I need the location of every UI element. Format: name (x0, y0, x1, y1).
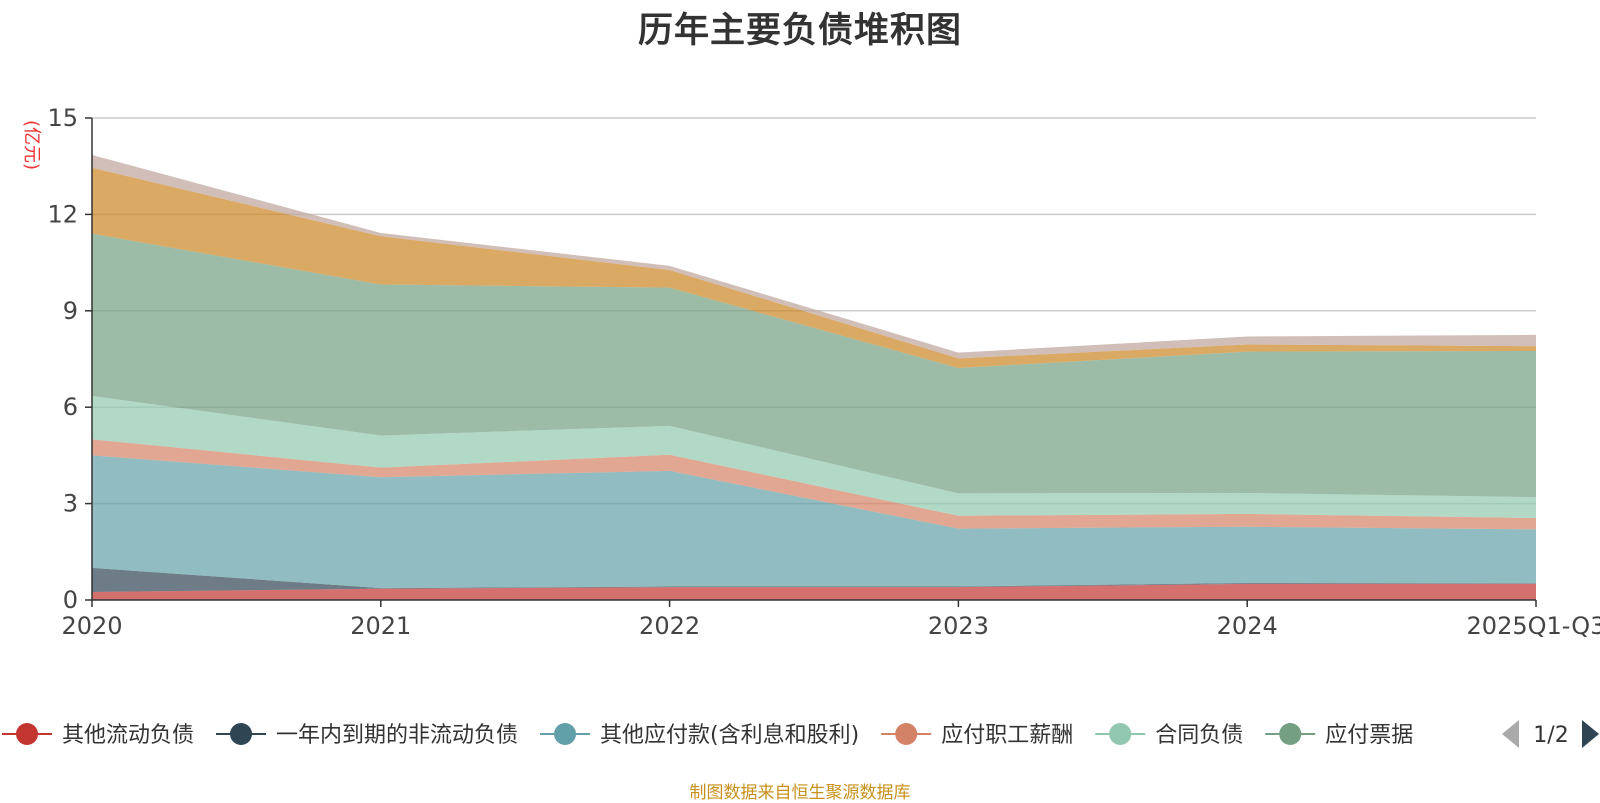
legend-items: 其他流动负债 一年内到期的非流动负债 其他应付款(含利息和股利) 应付职工薪酬 合同负债… (2, 723, 1413, 748)
legend-item[interactable]: 一年内到期的非流动负债 (216, 723, 518, 748)
area-series-8 (92, 154, 1536, 359)
area-series-1 (92, 583, 1536, 600)
legend-next-arrow-icon[interactable] (1582, 720, 1599, 748)
x-tick-label: 2021 (350, 612, 411, 640)
y-tick-label: 15 (47, 104, 78, 132)
legend-circle-icon (1279, 723, 1302, 745)
x-tick-label: 2024 (1217, 612, 1278, 640)
y-tick-label: 3 (63, 490, 78, 518)
area-series-2 (92, 567, 1536, 592)
x-tick-label: 2020 (61, 612, 122, 640)
legend-label: 其他应付款(含利息和股利) (600, 723, 859, 748)
legend-item[interactable]: 应付票据 (1265, 723, 1413, 748)
tick-labels: 0 3 6 9 12 15 2020 2021 2022 2023 2024 2025Q1-Q3 (47, 104, 1600, 640)
area-series-3 (92, 455, 1536, 589)
legend-label: 一年内到期的非流动负债 (276, 723, 518, 748)
legend-item[interactable]: 其他应付款(含利息和股利) (540, 723, 859, 748)
legend-label: 其他流动负债 (62, 723, 194, 748)
axes (91, 118, 1536, 601)
legend-circle-icon (895, 723, 918, 745)
x-tick-label: 2022 (639, 612, 700, 640)
legend-circle-icon (16, 723, 38, 745)
chart-title: 历年主要负债堆积图 (637, 11, 962, 51)
data-source-note: 制图数据来自恒生聚源数据库 (689, 783, 911, 803)
area-series-7 (92, 167, 1536, 368)
legend-item[interactable]: 合同负债 (1095, 723, 1243, 748)
legend-page-indicator: 1/2 (1533, 723, 1568, 748)
legend-label: 应付职工薪酬 (941, 723, 1073, 748)
x-tick-label: 2025Q1-Q3 (1467, 612, 1600, 640)
y-tick-label: 0 (63, 586, 78, 614)
legend-circle-icon (554, 723, 577, 745)
x-tick-label: 2023 (928, 612, 989, 640)
area-series-5 (92, 395, 1536, 519)
y-tick-label: 9 (63, 297, 78, 325)
legend-circle-icon (230, 723, 253, 745)
legend-prev-arrow-icon[interactable] (1502, 720, 1519, 748)
legend-pager: 1/2 (1502, 720, 1599, 748)
legend-item[interactable]: 应付职工薪酬 (881, 723, 1073, 748)
legend-circle-icon (1109, 723, 1132, 745)
y-tick-label: 6 (63, 393, 78, 421)
legend-item[interactable]: 其他流动负债 (2, 723, 194, 748)
y-tick-label: 12 (47, 200, 78, 228)
area-series-4 (92, 439, 1536, 530)
legend: 其他流动负债 一年内到期的非流动负债 其他应付款(含利息和股利) 应付职工薪酬 合同负债… (2, 723, 1413, 748)
stacked-areas (92, 154, 1536, 600)
y-axis-unit-label: (亿元) (21, 120, 42, 170)
area-series-6 (92, 233, 1536, 498)
legend-label: 合同负债 (1155, 723, 1243, 748)
legend-label: 应付票据 (1325, 723, 1413, 748)
